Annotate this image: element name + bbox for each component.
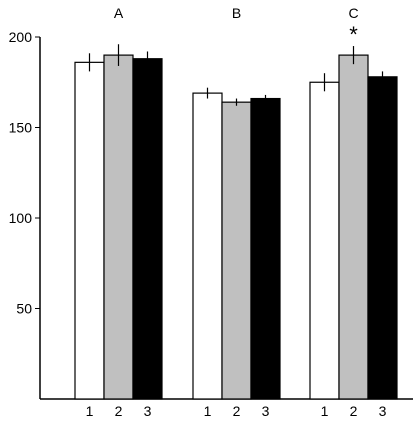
y-tick-label: 150 [9,120,33,136]
y-tick-label: 100 [9,210,33,226]
x-tick-label: 3 [144,403,152,419]
bars [74,44,398,400]
labels: A 1 2 3 B 1 2 3 C 1 2 * 3 [86,5,387,419]
x-tick-label: 1 [321,403,329,419]
x-tick-label: 2 [233,403,241,419]
bar [74,61,105,400]
y-tick-label: 50 [16,301,32,317]
bar [250,97,281,400]
bar [132,58,163,400]
bar [103,54,134,400]
group-label: B [232,5,241,21]
bar [221,101,252,400]
x-tick-label: 1 [86,403,94,419]
x-tick-label: 3 [262,403,270,419]
bar [309,81,340,400]
y-tick-label: 200 [9,29,33,45]
x-tick-label: 3 [379,403,387,419]
x-tick-label: 1 [204,403,212,419]
bar [192,92,223,400]
x-tick-label: 2 [115,403,123,419]
x-tick-label: 2 [350,403,358,419]
bar [367,76,398,400]
group-label: A [114,5,124,21]
bar [338,54,369,400]
group-label: C [348,5,358,21]
significance-annotation: * [349,22,358,47]
